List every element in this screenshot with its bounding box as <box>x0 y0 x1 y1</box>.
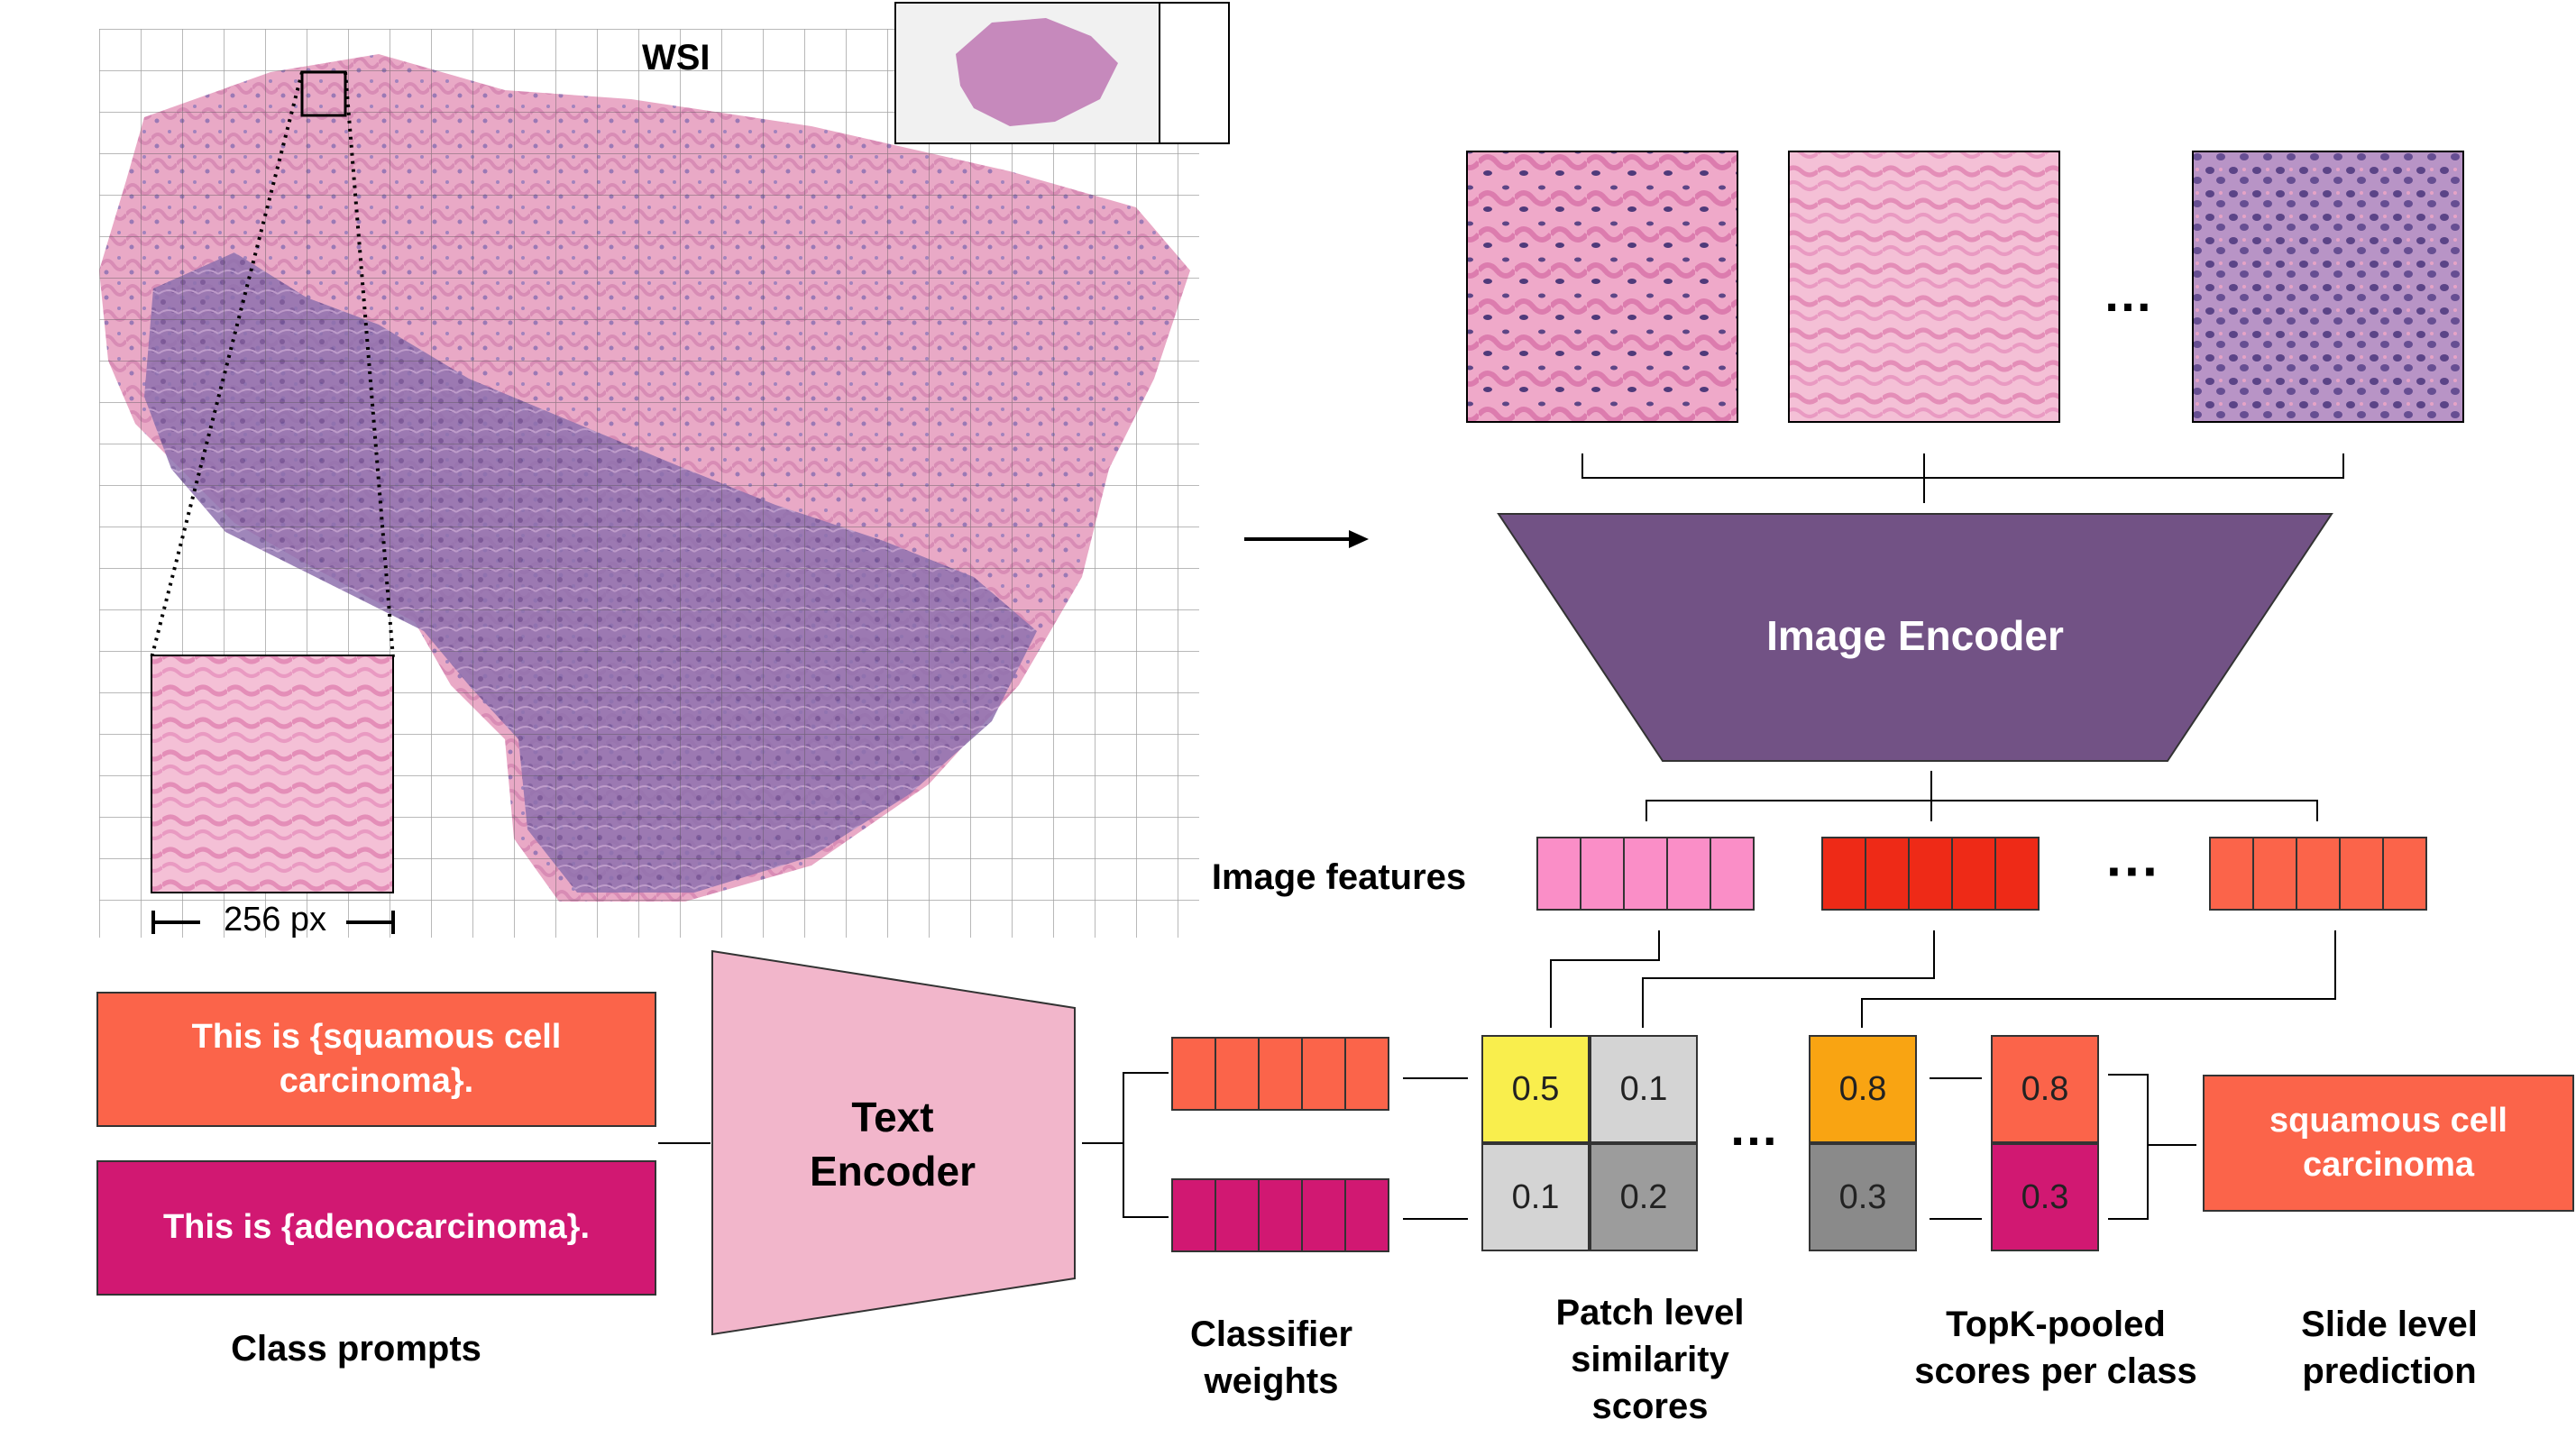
feature-vector-2 <box>1821 837 2040 911</box>
class-prompt-squamous: This is {squamous cell carcinoma}. <box>96 992 656 1127</box>
ellipsis-features: ··· <box>2106 841 2160 902</box>
selected-patch-outline <box>300 70 347 117</box>
image-encoder-block <box>1497 513 2333 762</box>
similarity-cell-1-1: 0.5 <box>1481 1035 1590 1143</box>
zoom-line-left <box>150 71 304 659</box>
feature-vector-k <box>2209 837 2427 911</box>
feature-vector-1 <box>1536 837 1755 911</box>
patch-inset-image <box>151 655 394 893</box>
pooled-score-squamous: 0.8 <box>1991 1035 2099 1143</box>
classifier-weight-1 <box>1171 1037 1389 1111</box>
text-encoder-block <box>711 949 1076 1336</box>
encoder-features-bracket <box>1646 771 2318 821</box>
similarity-cell-2-1: 0.1 <box>1481 1143 1590 1251</box>
scale-bar <box>151 911 395 934</box>
class-prompt-adenocarcinoma: This is {adenocarcinoma}. <box>96 1160 656 1296</box>
ellipsis-similarity: … <box>1728 1099 1779 1156</box>
image-encoder-label: Image Encoder <box>1766 612 2064 659</box>
similarity-cell-k-2: 0.3 <box>1809 1143 1917 1251</box>
patch-image-k <box>2192 151 2464 423</box>
class-prompts-label: Class prompts <box>231 1329 481 1369</box>
wsi-label: WSI <box>642 38 710 78</box>
ellipsis-patches: … <box>2103 265 2153 322</box>
patch-image-1 <box>1466 151 1738 423</box>
thumbnail-tissue <box>956 18 1118 126</box>
slide-prediction-label: Slide level prediction <box>2301 1305 2478 1391</box>
scale-label: 256 px <box>223 901 327 939</box>
pooled-prediction-bracket <box>2108 1074 2196 1220</box>
patches-bracket <box>1581 453 2344 503</box>
feature-similarity-connectors <box>1550 930 2336 1028</box>
image-features-label: Image features <box>1211 857 1467 897</box>
patch-image-2 <box>1788 151 2060 423</box>
classifier-weight-2 <box>1171 1178 1389 1252</box>
encoder-weights-bracket <box>1082 1072 1169 1218</box>
similarity-cell-k-1: 0.8 <box>1809 1035 1917 1143</box>
topk-pooled-label: TopK-pooled scores per class <box>1914 1305 2197 1391</box>
arrow-right-icon <box>1244 530 1369 548</box>
similarity-cell-2-2: 0.2 <box>1590 1143 1698 1251</box>
patch-similarity-label: Patch level similarity scores <box>1555 1293 1745 1426</box>
similarity-cell-1-2: 0.1 <box>1590 1035 1698 1143</box>
zoom-line-right <box>344 71 395 659</box>
slide-prediction-box: squamous cell carcinoma <box>2203 1075 2574 1212</box>
pooled-score-adeno: 0.3 <box>1991 1143 2099 1251</box>
text-encoder-label: Text Encoder <box>809 1094 976 1195</box>
classifier-weights-label: Classifier weights <box>1189 1314 1353 1401</box>
